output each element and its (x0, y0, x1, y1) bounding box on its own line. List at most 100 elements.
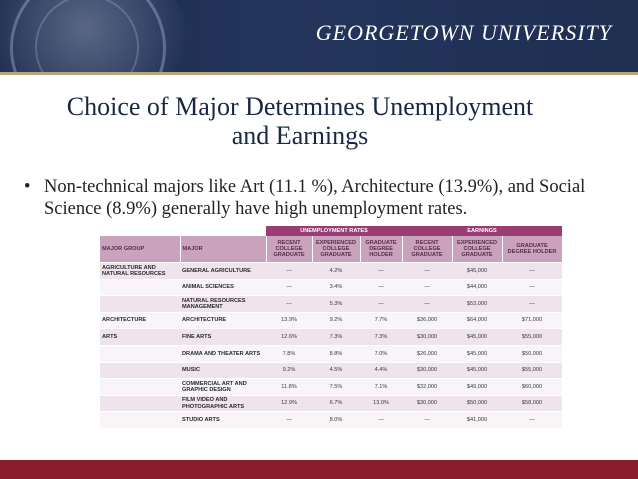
value-cell: — (360, 262, 403, 280)
header-divider (0, 72, 638, 75)
column-header: MAJOR GROUP (100, 236, 181, 263)
value-cell: — (402, 295, 453, 313)
value-cell: 4.4% (360, 361, 403, 379)
value-cell: $45,000 (452, 328, 503, 346)
table-row: NATURAL RESOURCES MANAGEMENT —5.3% — — $53,0… (100, 295, 562, 313)
value-cell: 3.4% (312, 278, 360, 296)
major-cell: COMMERCIAL ART AND GRAPHIC DESIGN (180, 378, 266, 396)
value-cell: $53,000 (452, 295, 503, 313)
value-cell: $30,000 (402, 394, 453, 412)
bullet-marker: • (24, 177, 31, 197)
table-body: AGRICULTURE AND NATURAL RESOURCES GENERAL… (100, 262, 562, 428)
bullet-text: Non-technical majors like Art (11.1 %), … (44, 177, 586, 219)
value-cell: 7.8% (266, 344, 312, 363)
value-cell: — (402, 262, 453, 280)
university-brand: GEORGETOWN UNIVERSITY (315, 20, 612, 45)
value-cell: — (502, 278, 562, 296)
table-row: AGRICULTURE AND NATURAL RESOURCES GENERAL… (100, 262, 562, 280)
value-cell: $41,000 (452, 411, 503, 428)
major-cell: ANIMAL SCIENCES (180, 278, 266, 296)
major-group-cell (100, 344, 180, 363)
value-cell: 13.0% (360, 394, 403, 412)
value-cell: — (402, 278, 453, 296)
header-banner: GEORGETOWN UNIVERSITY (0, 0, 638, 72)
value-cell: $36,000 (402, 311, 453, 329)
value-cell: $45,000 (452, 361, 503, 379)
major-cell: MUSIC (180, 361, 266, 379)
value-cell: $64,000 (452, 311, 503, 329)
value-cell: — (360, 278, 403, 296)
value-cell: $26,000 (402, 344, 453, 363)
table-row: DRAMA AND THEATER ARTS 7.8% 8.8% 7.0% $26,00… (100, 344, 562, 363)
major-cell: FINE ARTS (180, 328, 266, 346)
value-cell: 8.0% (312, 411, 360, 428)
major-group-cell (100, 278, 180, 296)
value-cell: $32,000 (402, 378, 453, 396)
value-cell: — (502, 411, 562, 428)
value-cell: $60,000 (502, 378, 562, 396)
table-row: FILM VIDEO AND PHOTOGRAPHIC ARTS 12.9% 6.7… (100, 394, 562, 412)
value-cell: $44,000 (452, 278, 503, 296)
value-cell: $45,000 (452, 262, 503, 280)
major-group-cell (100, 411, 180, 428)
column-header: EXPERIENCED COLLEGE GRADUATE (452, 236, 503, 263)
column-header: RECENT COLLEGE GRADUATE (402, 236, 453, 263)
major-cell: FILM VIDEO AND PHOTOGRAPHIC ARTS (180, 394, 266, 412)
title-line-2: and Earnings (231, 121, 369, 150)
value-cell: $49,000 (452, 378, 503, 396)
seal-ring-inner (35, 0, 139, 72)
bullet-point: • Non-technical majors like Art (11.1 %)… (24, 176, 624, 220)
major-group-cell (100, 361, 180, 379)
unemployment-group-header: UNEMPLOYMENT RATES (266, 226, 403, 236)
value-cell: 4.5% (312, 361, 360, 379)
table-row: MUSIC 9.2% 4.5% 4.4% $30,000 $45,000 $55,000 (100, 361, 562, 379)
majors-table: UNEMPLOYMENT RATES EARNINGS MAJOR GROUP M… (100, 226, 562, 428)
value-cell: 9.2% (266, 361, 312, 379)
value-cell: 7.1% (360, 378, 403, 396)
value-cell: $55,000 (502, 328, 562, 346)
value-cell: $45,000 (452, 344, 503, 363)
value-cell: 8.8% (312, 344, 360, 363)
value-cell: 7.7% (360, 311, 403, 329)
value-cell: — (502, 262, 562, 280)
value-cell: 7.0% (360, 344, 403, 363)
column-header: GRADUATE DEGREE HOLDER (502, 236, 562, 263)
major-cell: GENERAL AGRICULTURE (180, 262, 266, 280)
majors-table-image: UNEMPLOYMENT RATES EARNINGS MAJOR GROUP M… (100, 226, 562, 458)
value-cell: — (360, 411, 403, 428)
slide-title: Choice of Major Determines Unemployment … (20, 92, 580, 150)
value-cell: 7.3% (360, 328, 403, 346)
column-header: GRADUATE DEGREE HOLDER (360, 236, 403, 263)
title-line-1: Choice of Major Determines Unemployment (66, 92, 534, 121)
value-cell: — (266, 295, 312, 313)
value-cell: — (502, 295, 562, 313)
major-group-cell: AGRICULTURE AND NATURAL RESOURCES (100, 262, 180, 280)
major-group-cell (100, 295, 180, 313)
table-row: ANIMAL SCIENCES —3.4% — — $44,000— (100, 278, 562, 296)
major-group-cell: ARCHITECTURE (100, 311, 180, 329)
value-cell: 7.5% (312, 378, 360, 396)
value-cell: $71,000 (502, 311, 562, 329)
table-row: ARTS FINE ARTS 12.6% 7.3% 7.3% $30,000 $45,000… (100, 328, 562, 346)
major-group-cell (100, 378, 180, 396)
value-cell: — (360, 295, 403, 313)
table-row: STUDIO ARTS —8.0% — — $41,000— (100, 411, 562, 428)
value-cell: $30,000 (402, 328, 453, 346)
footer-bar (0, 460, 638, 479)
value-cell: 12.9% (266, 394, 312, 412)
seal-ring (10, 0, 166, 72)
value-cell: 13.9% (266, 311, 312, 329)
value-cell: 6.7% (312, 394, 360, 412)
value-cell: 12.6% (266, 328, 312, 346)
column-header: RECENT COLLEGE GRADUATE (266, 236, 313, 263)
value-cell: 9.2% (312, 311, 360, 329)
value-cell: $50,000 (502, 344, 562, 363)
value-cell: $30,000 (402, 361, 453, 379)
major-cell: DRAMA AND THEATER ARTS (180, 344, 266, 363)
value-cell: $58,000 (502, 394, 562, 412)
value-cell: — (266, 411, 312, 428)
value-cell: $50,000 (452, 394, 503, 412)
value-cell: $55,000 (502, 361, 562, 379)
major-cell: ARCHITECTURE (180, 311, 266, 329)
value-cell: — (402, 411, 453, 428)
